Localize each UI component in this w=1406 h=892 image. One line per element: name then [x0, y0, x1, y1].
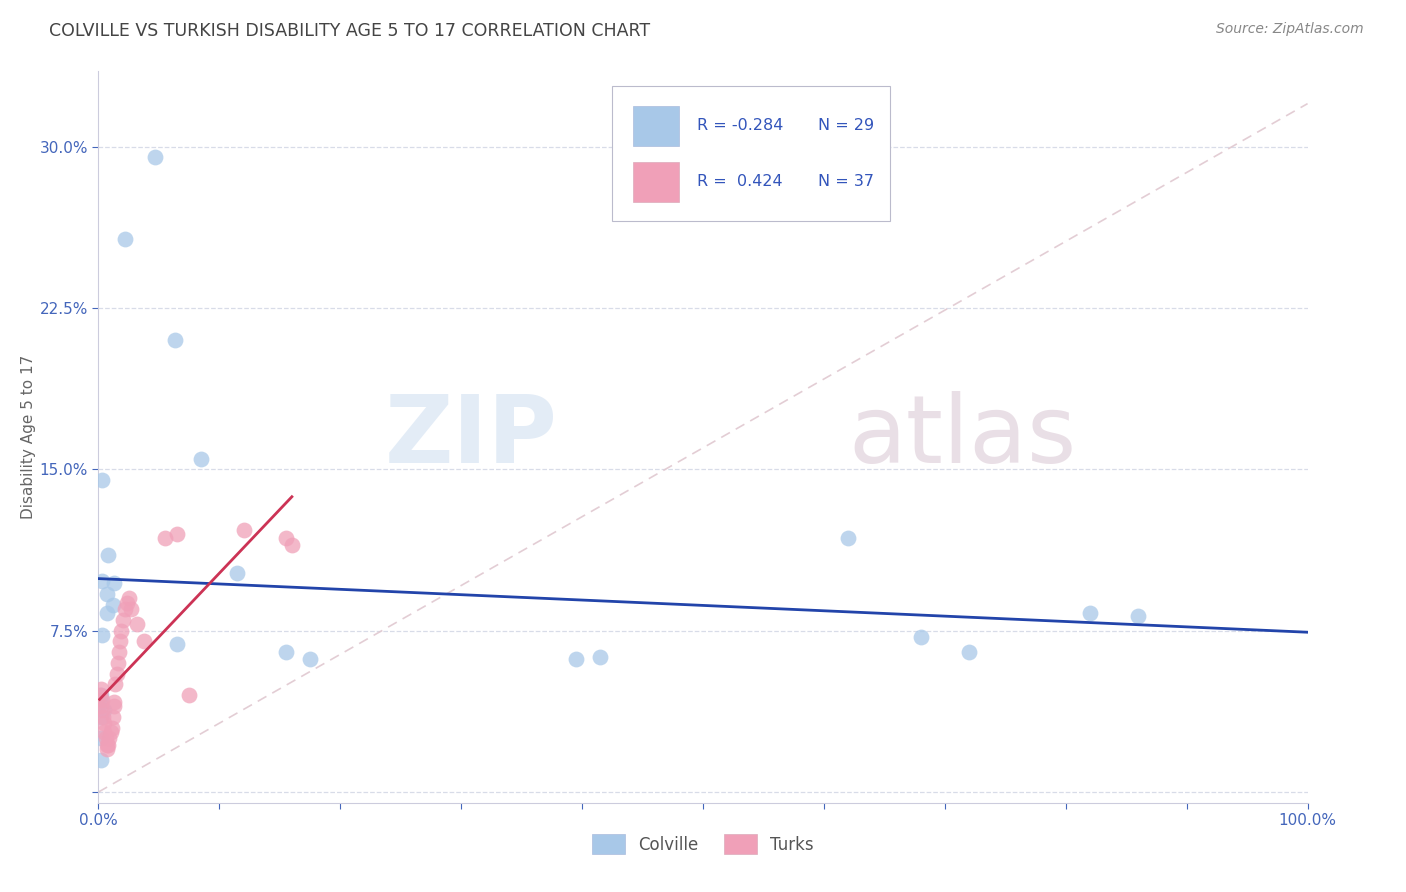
Y-axis label: Disability Age 5 to 17: Disability Age 5 to 17	[21, 355, 37, 519]
Point	[91, 710, 114, 724]
Point	[565, 651, 588, 665]
Point	[97, 738, 120, 752]
Text: N = 29: N = 29	[818, 118, 875, 133]
Point	[114, 232, 136, 246]
Point	[103, 576, 125, 591]
Point	[190, 451, 212, 466]
Point	[281, 538, 304, 552]
Text: R = -0.284: R = -0.284	[697, 118, 783, 133]
Text: N = 37: N = 37	[818, 174, 875, 189]
Point	[96, 742, 118, 756]
Point	[100, 721, 122, 735]
Point	[101, 598, 124, 612]
Point	[110, 624, 132, 638]
Point	[274, 645, 297, 659]
Point	[96, 607, 118, 621]
Text: Source: ZipAtlas.com: Source: ZipAtlas.com	[1216, 22, 1364, 37]
Legend: Colville, Turks: Colville, Turks	[585, 828, 821, 860]
Point	[90, 688, 112, 702]
Text: atlas: atlas	[848, 391, 1077, 483]
Point	[90, 695, 112, 709]
Point	[153, 531, 176, 545]
Point	[103, 698, 125, 713]
Point	[127, 617, 149, 632]
Point	[93, 724, 115, 739]
Point	[96, 738, 118, 752]
Point	[91, 703, 114, 717]
Point	[114, 602, 136, 616]
Point	[90, 710, 112, 724]
Point	[107, 656, 129, 670]
Point	[93, 703, 115, 717]
Point	[1078, 607, 1101, 621]
Point	[117, 596, 139, 610]
Point	[299, 651, 322, 665]
Point	[910, 630, 932, 644]
Point	[96, 587, 118, 601]
Point	[97, 549, 120, 563]
Point	[166, 527, 188, 541]
Point	[90, 698, 112, 713]
Point	[179, 688, 201, 702]
Text: R =  0.424: R = 0.424	[697, 174, 783, 189]
Point	[104, 677, 127, 691]
Point	[108, 634, 131, 648]
Point	[108, 645, 131, 659]
Point	[118, 591, 141, 606]
Point	[1128, 608, 1150, 623]
Point	[91, 692, 114, 706]
Point	[90, 753, 112, 767]
Point	[111, 613, 134, 627]
Point	[91, 574, 114, 589]
Point	[134, 634, 156, 648]
Point	[103, 695, 125, 709]
Point	[90, 681, 112, 696]
Point	[274, 531, 297, 545]
Point	[166, 637, 188, 651]
Point	[143, 150, 166, 164]
Point	[90, 731, 112, 746]
Point	[589, 649, 612, 664]
Point	[89, 688, 111, 702]
Point	[837, 531, 859, 545]
Point	[100, 724, 122, 739]
Point	[98, 731, 121, 746]
Point	[94, 731, 117, 746]
Bar	[633, 162, 679, 202]
Point	[120, 602, 142, 616]
Point	[957, 645, 980, 659]
Point	[91, 628, 114, 642]
Point	[105, 666, 128, 681]
Bar	[633, 106, 679, 146]
Point	[101, 710, 124, 724]
Point	[163, 333, 186, 347]
FancyBboxPatch shape	[613, 86, 890, 221]
Text: COLVILLE VS TURKISH DISABILITY AGE 5 TO 17 CORRELATION CHART: COLVILLE VS TURKISH DISABILITY AGE 5 TO …	[49, 22, 651, 40]
Point	[91, 473, 114, 487]
Point	[226, 566, 249, 580]
Text: ZIP: ZIP	[385, 391, 558, 483]
Point	[93, 716, 115, 731]
Point	[232, 523, 254, 537]
